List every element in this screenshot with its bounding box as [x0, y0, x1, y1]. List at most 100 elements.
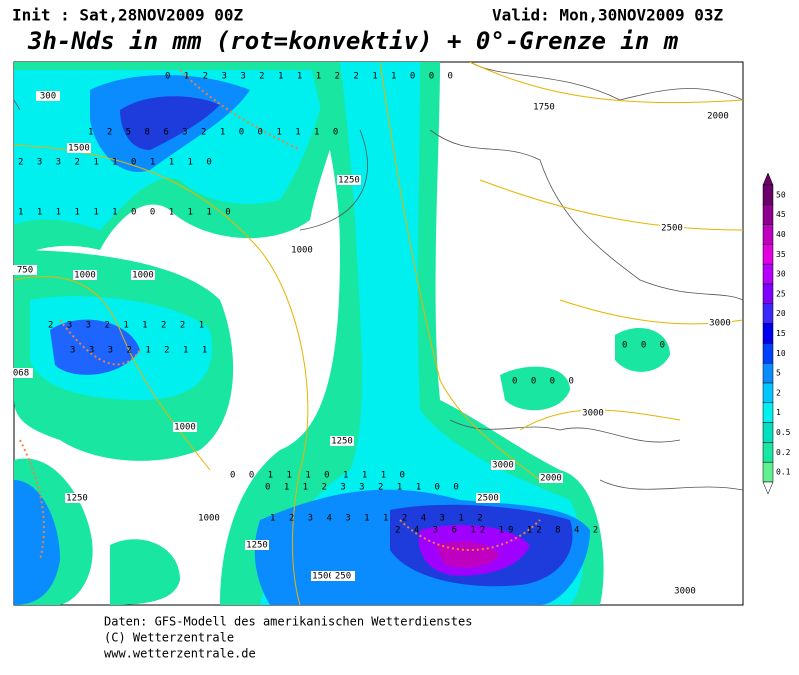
contour-label: 1000 — [291, 246, 313, 256]
precip-value-row: 1 2 3 4 3 1 1 2 4 3 1 2 — [270, 514, 487, 524]
contour-label: 068 — [13, 369, 29, 379]
colorbar-label: 30 — [776, 270, 786, 279]
colorbar-swatch — [762, 422, 774, 443]
contour-label: 300 — [40, 92, 56, 102]
valid-time: Valid: Mon,30NOV2009 03Z — [492, 6, 724, 25]
contour-label: 2500 — [661, 224, 683, 234]
colorbar-swatch — [762, 323, 774, 344]
contour-label-bg — [706, 111, 730, 121]
colorbar-swatch — [762, 184, 774, 206]
colorbar: 50 45 40 35 30 25 20 15 10 5 2 1 0.5 0.2 0.1 — [762, 172, 791, 495]
map-title: 3h-Nds in mm (rot=konvektiv) + 0°-Grenze… — [27, 27, 679, 55]
contour-label: 1000 — [198, 514, 220, 524]
contour-label: 1500 — [312, 572, 334, 582]
colorbar-swatch — [762, 382, 774, 404]
colorbar-swatch — [762, 442, 774, 463]
contour-label-bg — [337, 175, 361, 185]
contour-label-bg — [290, 245, 314, 255]
contour-labels: 300 1500 1750 2000 1250 1000 2500 750 1000 1000 30… — [9, 91, 732, 597]
contour-label-bg — [673, 586, 697, 596]
contour-label-bg — [36, 91, 60, 101]
contour-label-bg — [13, 265, 37, 275]
colorbar-label: 0.2 — [776, 448, 791, 457]
contour-label: 1500 — [68, 144, 90, 154]
contour-label: 1250 — [331, 437, 353, 447]
contour-label: 3000 — [674, 587, 696, 597]
colorbar-swatch — [762, 461, 774, 483]
colorbar-swatch — [762, 303, 774, 324]
colorbar-label: 10 — [776, 349, 786, 358]
contour-label-bg — [197, 513, 221, 523]
colorbar-swatch — [762, 204, 774, 225]
footer-line: www.wetterzentrale.de — [104, 647, 256, 661]
contour-label: 1000 — [74, 271, 96, 281]
contour-label-bg — [9, 368, 33, 378]
footer-line: (C) Wetterzentrale — [104, 631, 234, 645]
contour-label: 2500 — [477, 494, 499, 504]
colorbar-swatch — [762, 224, 774, 245]
contour-label: 1000 — [132, 271, 154, 281]
contour-label: 250 — [335, 572, 351, 582]
contour-label: 1000 — [174, 423, 196, 433]
contour-label: 1250 — [338, 176, 360, 186]
precip-value-row: 1 2 5 8 6 3 2 1 0 0 1 1 1 0 — [88, 128, 342, 138]
contour-label-bg — [539, 473, 563, 483]
contour-label: 750 — [17, 266, 33, 276]
map-area: 300 1500 1750 2000 1250 1000 2500 750 1000 1000 30… — [9, 61, 744, 606]
contour-label-bg — [708, 318, 732, 328]
contour-label-bg — [331, 571, 355, 581]
contour-label: 1250 — [66, 494, 88, 504]
colorbar-label: 0.1 — [776, 468, 791, 477]
contour-label: 2000 — [540, 474, 562, 484]
precip-value-row: 0 1 2 3 3 2 1 1 1 2 2 1 1 0 0 0 — [165, 72, 457, 82]
colorbar-label: 50 — [776, 190, 786, 199]
contour-label-bg — [491, 460, 515, 470]
contour-label: 2000 — [707, 112, 729, 122]
colorbar-swatch — [762, 263, 774, 285]
colorbar-swatch — [762, 343, 774, 364]
contour-label-bg — [245, 540, 269, 550]
colorbar-label: 2 — [776, 388, 781, 397]
footer-line: Daten: GFS-Modell des amerikanischen Wet… — [104, 615, 472, 629]
colorbar-bottom-cap — [762, 481, 774, 495]
colorbar-label: 20 — [776, 309, 786, 318]
contour-label-bg — [532, 102, 556, 112]
contour-label: 3000 — [492, 461, 514, 471]
colorbar-label: 40 — [776, 230, 786, 239]
colorbar-top-cap — [762, 172, 774, 186]
colorbar-label: 15 — [776, 329, 786, 338]
contour-label-bg — [65, 493, 89, 503]
precip-value-row: 1 1 1 1 1 1 0 0 1 1 1 0 — [18, 208, 235, 218]
contour-label-bg — [73, 270, 97, 280]
contour-label-bg — [67, 143, 91, 153]
contour-label-bg — [311, 571, 335, 581]
contour-label: 3000 — [582, 409, 604, 419]
init-time: Init : Sat,28NOV2009 00Z — [12, 6, 244, 25]
precip-value-row: 2 3 3 2 1 1 0 1 1 1 0 — [18, 158, 216, 168]
contour-label-bg — [330, 436, 354, 446]
contour-label: 1250 — [246, 541, 268, 551]
contour-label-bg — [660, 223, 684, 233]
precip-value-row: 0 0 1 1 1 0 1 1 1 0 — [230, 471, 409, 481]
colorbar-swatch — [762, 283, 774, 305]
contour-label-bg — [131, 270, 155, 280]
colorbar-label: 45 — [776, 210, 786, 219]
precip-value-row: 2 4 3 6 12 19 12 8 4 2 — [395, 526, 602, 536]
colorbar-swatch — [762, 362, 774, 384]
colorbar-label: 35 — [776, 250, 786, 259]
precip-value-row: 2 3 3 2 1 1 2 2 1 — [48, 321, 208, 331]
precip-value-row: 0 1 1 2 3 3 2 1 1 0 0 — [265, 483, 463, 493]
colorbar-label: 5 — [776, 369, 781, 378]
contour-label: 1750 — [533, 103, 555, 113]
colorbar-swatch — [762, 402, 774, 423]
colorbar-swatch — [762, 244, 774, 265]
colorbar-label: 25 — [776, 289, 786, 298]
contour-label-bg — [581, 408, 605, 418]
precip-values: 0 1 2 3 3 2 1 1 1 2 2 1 1 0 0 0 1 2 5 8 6… — [18, 72, 669, 536]
precip-value-row: 3 3 3 2 1 2 1 1 — [70, 346, 211, 356]
precip-value-row: 0 0 0 0 — [512, 377, 578, 387]
precip-value-row: 0 0 0 — [622, 341, 669, 351]
contour-label-bg — [476, 493, 500, 503]
colorbar-label: 1 — [776, 408, 781, 417]
